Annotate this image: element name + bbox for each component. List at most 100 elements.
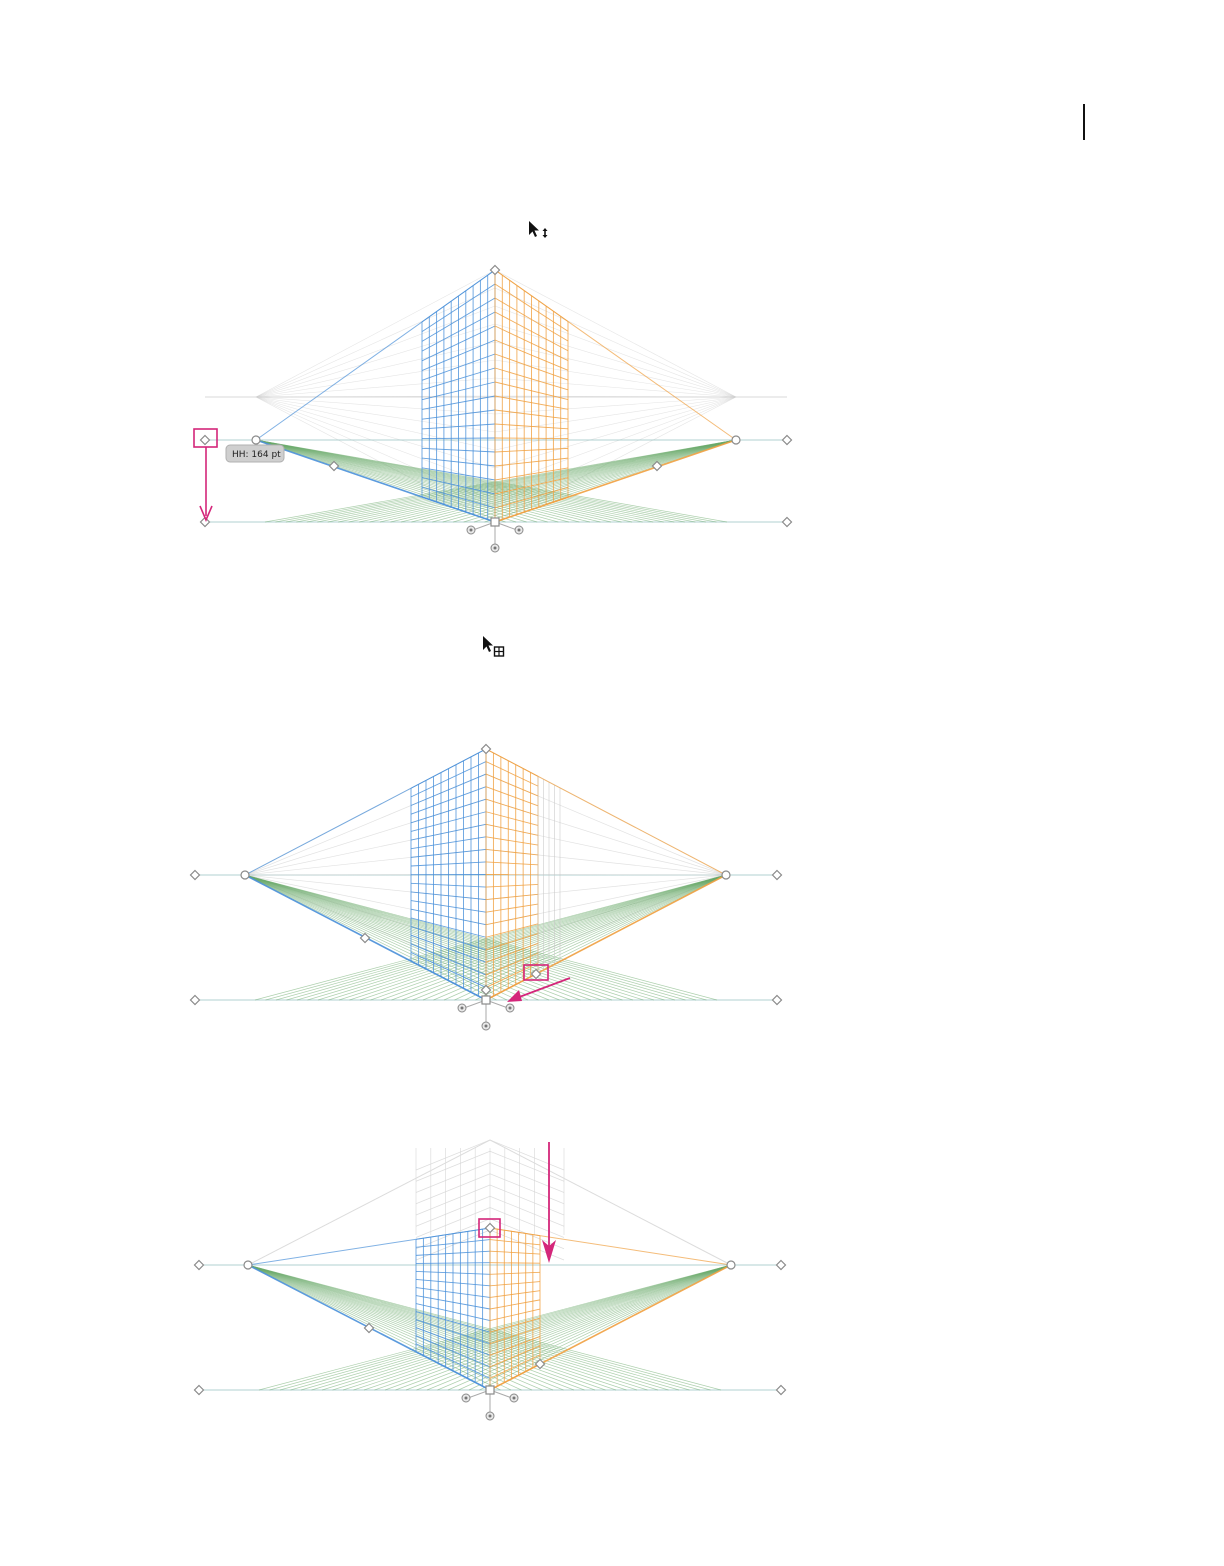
right-grid-extent-handle-icon[interactable] xyxy=(534,1358,546,1370)
ground-grid-line xyxy=(380,874,727,1001)
ground-grid-line xyxy=(384,1264,732,1391)
left-plane-horizontal-line xyxy=(421,447,496,453)
origin-vertical-handle-icon[interactable] xyxy=(480,984,492,996)
right-plane-horizontal-line xyxy=(494,311,569,352)
ground-grid-line xyxy=(247,1264,638,1391)
ground-grid-line xyxy=(255,439,612,523)
origin-handle-icon[interactable] xyxy=(481,995,491,1005)
left-plane-horizontal-line xyxy=(415,1343,491,1379)
ghost-vanishing-line xyxy=(255,341,496,398)
right-plane-horizontal-line xyxy=(489,1281,541,1287)
right-ground-edge-line xyxy=(485,874,727,1001)
ground-left-handle-icon[interactable] xyxy=(193,1384,205,1396)
ground-grid-line xyxy=(395,1264,732,1391)
ground-right-handle-icon[interactable] xyxy=(771,994,783,1006)
left-plane-horizontal-line xyxy=(421,467,496,481)
right-vanishing-point-icon[interactable] xyxy=(726,1260,736,1270)
ground-grid-line xyxy=(348,439,737,523)
ground-grid-line xyxy=(390,439,737,523)
ground-grid-line xyxy=(307,874,727,1001)
ground-grid-line xyxy=(442,439,737,523)
right-vanishing-point-icon[interactable] xyxy=(731,435,741,445)
ground-grid-line xyxy=(290,1264,732,1391)
ghost-vanishing-line xyxy=(494,269,737,398)
horizon-right-handle-icon[interactable] xyxy=(781,434,793,446)
ground-grid-line xyxy=(244,874,613,1001)
ground-grid-line xyxy=(244,874,550,1001)
left-plane-horizontal-line xyxy=(415,1295,491,1310)
vertical-extent-handle-icon[interactable] xyxy=(480,743,492,755)
horizon-left-handle-icon[interactable] xyxy=(193,1259,205,1271)
ground-right-handle-icon[interactable] xyxy=(781,516,793,528)
ground-grid-line xyxy=(244,874,644,1001)
ground-grid-line xyxy=(247,1264,648,1391)
horizon-right-handle-icon[interactable] xyxy=(771,869,783,881)
horizon-left-handle-icon[interactable] xyxy=(199,434,211,446)
right-grid-extent-handle-icon[interactable] xyxy=(651,460,663,472)
right-grid-extent-handle-icon[interactable] xyxy=(530,968,542,980)
vertical-extent-handle-icon[interactable] xyxy=(484,1222,496,1234)
right-plane-horizontal-line xyxy=(485,848,539,856)
ghost-vanishing-line xyxy=(494,377,737,398)
ground-grid-line xyxy=(391,874,727,1001)
left-plane-horizontal-line xyxy=(410,882,487,888)
right-plane-horizontal-line xyxy=(485,823,539,836)
perspective-grid-figure-vertical xyxy=(0,1130,1224,1430)
plane-control-dot xyxy=(484,1024,488,1028)
left-plane-horizontal-line xyxy=(421,311,496,352)
ground-grid-line xyxy=(247,1264,669,1391)
right-vanishing-point-icon[interactable] xyxy=(721,870,731,880)
left-plane-horizontal-line xyxy=(410,926,487,951)
ghost-vanishing-line xyxy=(494,396,737,415)
right-plane-horizontal-line xyxy=(485,883,539,888)
ghost-grid-line xyxy=(489,1173,565,1205)
plane-control-dot xyxy=(488,1414,492,1418)
origin-handle-icon[interactable] xyxy=(485,1385,495,1395)
right-plane-horizontal-line xyxy=(489,1271,541,1275)
ground-grid-line xyxy=(437,1264,732,1391)
left-vanishing-point-icon[interactable] xyxy=(240,870,250,880)
right-top-extent-line xyxy=(489,1227,732,1266)
ground-grid-line xyxy=(255,439,643,523)
ghost-vanishing-line xyxy=(494,396,737,469)
ground-grid-line xyxy=(359,439,737,523)
left-plane-horizontal-line xyxy=(415,1262,491,1264)
right-plane-horizontal-line xyxy=(489,1250,541,1255)
right-plane-horizontal-line xyxy=(485,952,539,976)
ground-left-handle-icon[interactable] xyxy=(189,994,201,1006)
ground-grid-line xyxy=(258,1264,732,1391)
left-plane-horizontal-line xyxy=(421,477,496,495)
left-plane-horizontal-line xyxy=(415,1287,491,1298)
left-vanishing-point-icon[interactable] xyxy=(243,1260,253,1270)
ghost-grid-line xyxy=(489,1139,565,1171)
left-plane-horizontal-line xyxy=(415,1319,491,1345)
right-plane-horizontal-line xyxy=(494,457,569,467)
ghost-grid-line xyxy=(489,1184,565,1216)
ghost-vanishing-line xyxy=(255,377,496,398)
right-plane-horizontal-line xyxy=(494,447,569,453)
left-grid-extent-handle-icon[interactable] xyxy=(328,460,340,472)
left-vanishing-point-icon[interactable] xyxy=(251,435,261,445)
ground-grid-line xyxy=(247,1264,533,1391)
left-grid-extent-handle-icon[interactable] xyxy=(359,932,371,944)
origin-handle-icon[interactable] xyxy=(490,517,500,527)
ground-left-handle-icon[interactable] xyxy=(199,516,211,528)
ground-grid-line xyxy=(244,874,676,1001)
ground-grid-line xyxy=(296,874,727,1001)
left-top-extent-line xyxy=(255,269,496,441)
ground-grid-line xyxy=(244,874,718,1001)
left-plane-horizontal-line xyxy=(415,1270,491,1275)
horizon-left-handle-icon[interactable] xyxy=(189,869,201,881)
horizon-right-handle-icon[interactable] xyxy=(775,1259,787,1271)
ground-grid-line xyxy=(468,1264,732,1391)
perspective-grid-figure-extent xyxy=(0,738,1224,1038)
left-plane-horizontal-line xyxy=(415,1279,491,1287)
plane-control-dot xyxy=(464,1396,468,1400)
ground-right-handle-icon[interactable] xyxy=(775,1384,787,1396)
ground-grid-line xyxy=(328,874,727,1001)
ghost-vanishing-line xyxy=(255,269,496,398)
callout-highlight-box xyxy=(523,964,549,981)
ghost-vanishing-line xyxy=(494,396,737,451)
left-grid-extent-handle-icon[interactable] xyxy=(363,1322,375,1334)
vertical-extent-handle-icon[interactable] xyxy=(489,264,501,276)
